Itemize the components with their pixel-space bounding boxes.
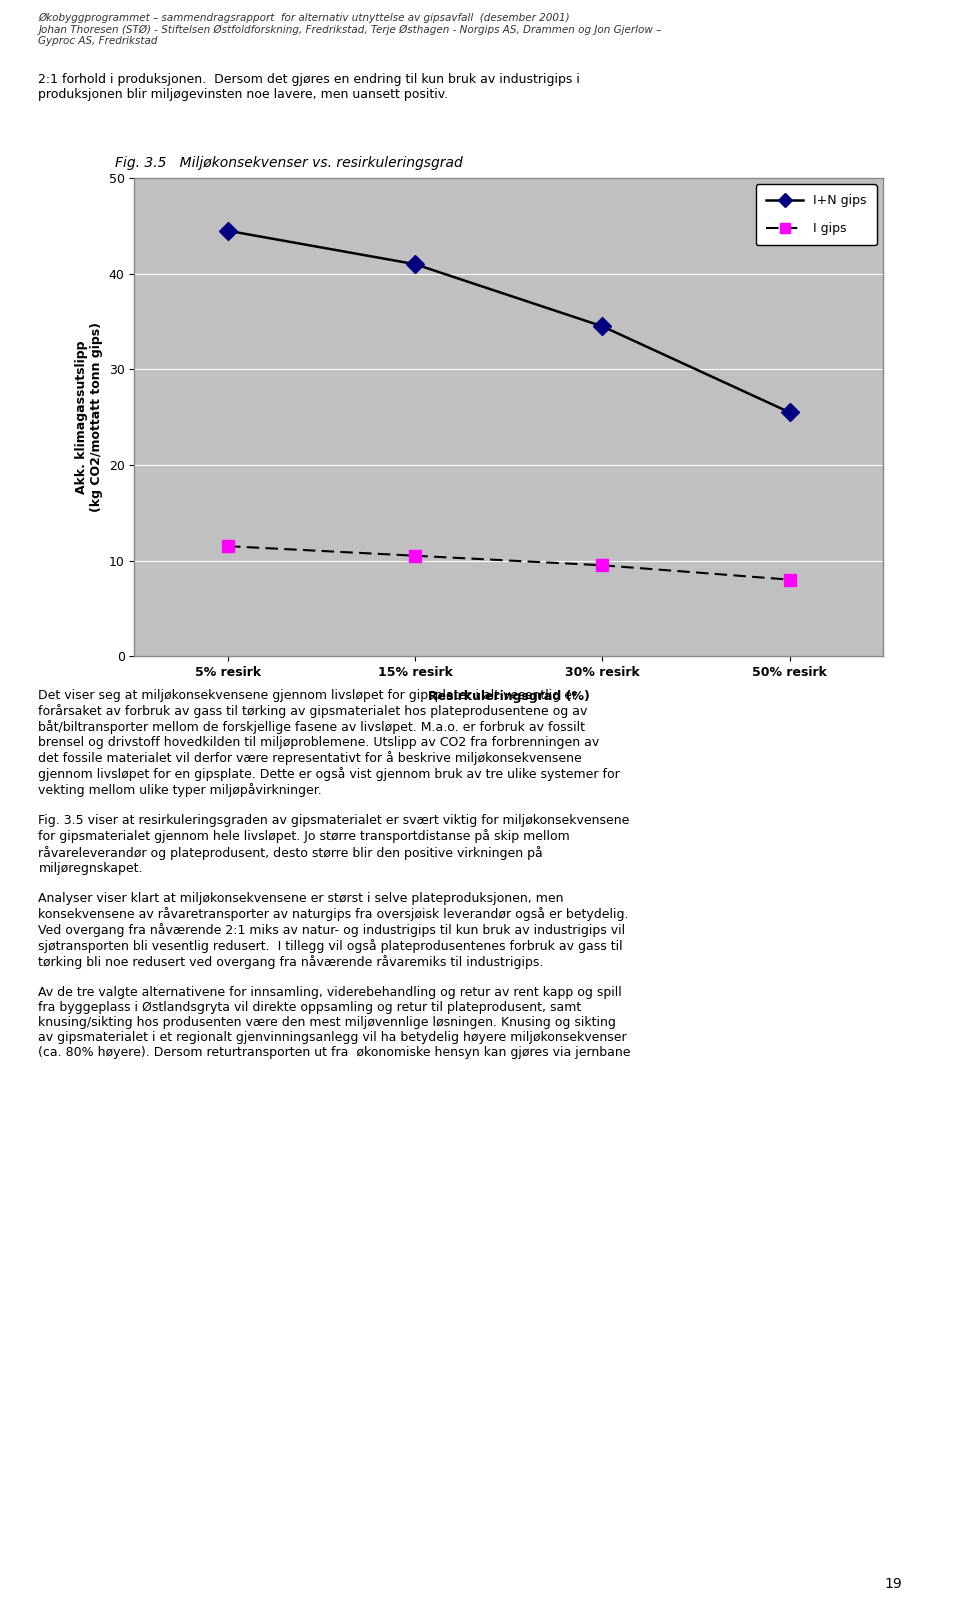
Text: Fig. 3.5   Miljøkonsekvenser vs. resirkuleringsgrad: Fig. 3.5 Miljøkonsekvenser vs. resirkule…	[115, 156, 463, 170]
Legend: I+N gips, I gips: I+N gips, I gips	[756, 185, 876, 246]
Text: Gyproc AS, Fredrikstad: Gyproc AS, Fredrikstad	[38, 36, 157, 45]
Text: 19: 19	[885, 1576, 902, 1591]
Text: Johan Thoresen (STØ) - Stiftelsen Østfoldforskning, Fredrikstad, Terje Østhagen : Johan Thoresen (STØ) - Stiftelsen Østfol…	[38, 24, 661, 34]
Text: Det viser seg at miljøkonsekvensene gjennom livsløpet for gipsplater i alt vesen: Det viser seg at miljøkonsekvensene gjen…	[38, 688, 631, 1059]
Y-axis label: Akk. klimagassutslipp
(kg CO2/mottatt tonn gips): Akk. klimagassutslipp (kg CO2/mottatt to…	[75, 322, 103, 512]
Text: 2:1 forhold i produksjonen.  Dersom det gjøres en endring til kun bruk av indust: 2:1 forhold i produksjonen. Dersom det g…	[38, 73, 580, 100]
X-axis label: Resirkuleringsgrad (%): Resirkuleringsgrad (%)	[428, 690, 589, 703]
Text: Økobyggprogrammet – sammendragsrapport  for alternativ utnyttelse av gipsavfall : Økobyggprogrammet – sammendragsrapport f…	[38, 13, 570, 23]
